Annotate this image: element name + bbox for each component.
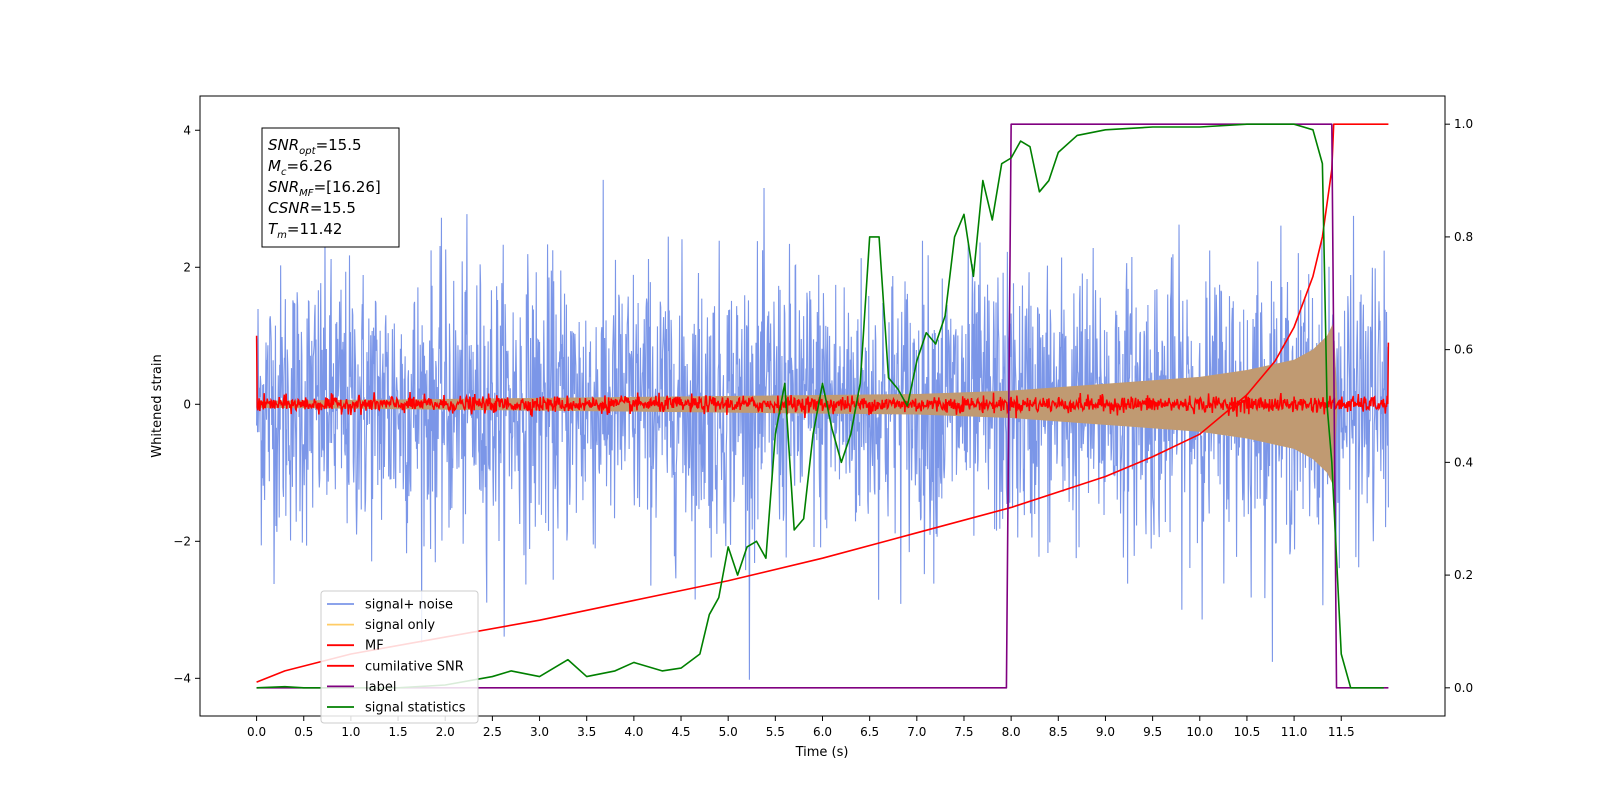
x-axis: 0.0 0.5 1.0 1.5 2.0 2.5 3.0 3.5 4.0 4.5 5.0 5.5 6.0 6… (247, 716, 1355, 739)
annotation-line: Mc=6.26 (268, 157, 332, 178)
legend-label-signal-only: signal only (365, 618, 435, 633)
legend-label-signal-noise: signal+ noise (365, 598, 453, 613)
x-tick-label: 9.5 (1143, 725, 1162, 739)
x-tick-label: 4.5 (671, 725, 690, 739)
y2-tick-label: 1.0 (1454, 117, 1473, 131)
x-tick-label: 5.5 (766, 725, 785, 739)
legend-label-mf: MF (365, 639, 384, 654)
x-axis-label: Time (s) (795, 745, 849, 760)
annotation-line: SNRopt=15.5 (268, 136, 362, 157)
y2-tick-label: 0.4 (1454, 455, 1473, 469)
x-tick-label: 10.5 (1234, 725, 1261, 739)
series-cumilative-snr (256, 123, 1389, 683)
x-tick-label: 10.0 (1186, 725, 1213, 739)
x-tick-label: 9.0 (1096, 725, 1115, 739)
annotation-line: Tm=11.42 (268, 220, 342, 241)
x-tick-label: 7.5 (954, 725, 973, 739)
x-tick-label: 5.0 (719, 725, 738, 739)
annotation-line: SNRMF=[16.26] (268, 178, 381, 199)
y2-tick-label: 0.2 (1454, 568, 1473, 582)
x-tick-label: 4.0 (624, 725, 643, 739)
x-tick-label: 7.0 (907, 725, 926, 739)
series-layer (255, 123, 1390, 689)
y2-tick-label: 0.0 (1454, 681, 1473, 695)
annotation-line: CSNR=15.5 (268, 199, 356, 217)
y-tick-label: 2 (183, 260, 191, 274)
series-label (256, 123, 1389, 689)
series-signal-statistics (256, 123, 1384, 689)
x-tick-label: 8.0 (1002, 725, 1021, 739)
y2-tick-label: 0.6 (1454, 343, 1473, 357)
legend-label-cumilative-snr: cumilative SNR (365, 659, 464, 674)
y-axis-left: 4 2 0 −2 −4 (173, 123, 200, 685)
x-tick-label: 1.5 (389, 725, 408, 739)
legend-label-label: label (365, 680, 396, 695)
annotation-box: SNRopt=15.5Mc=6.26SNRMF=[16.26]CSNR=15.5… (261, 127, 400, 248)
series-mf (255, 335, 1390, 419)
x-tick-label: 3.0 (530, 725, 549, 739)
y-axis-label: Whitened strain (150, 354, 165, 457)
y-tick-label: 4 (183, 123, 191, 137)
x-tick-label: 3.5 (577, 725, 596, 739)
x-tick-label: 11.5 (1328, 725, 1355, 739)
x-tick-label: 8.5 (1049, 725, 1068, 739)
x-tick-label: 0.0 (247, 725, 266, 739)
x-tick-label: 6.0 (813, 725, 832, 739)
x-tick-label: 6.5 (860, 725, 879, 739)
y-tick-label: −2 (173, 534, 191, 548)
x-tick-label: 11.0 (1281, 725, 1308, 739)
legend-label-signal-statistics: signal statistics (365, 701, 466, 716)
legend: signal+ noise signal only MF cumilative SNR… (320, 590, 479, 724)
y-tick-label: −4 (173, 671, 191, 685)
x-tick-label: 0.5 (294, 725, 313, 739)
y-tick-label: 0 (183, 397, 191, 411)
x-tick-label: 2.5 (483, 725, 502, 739)
x-tick-label: 2.0 (436, 725, 455, 739)
y-axis-right: 1.0 0.8 0.6 0.4 0.2 0.0 (1445, 117, 1473, 695)
y2-tick-label: 0.8 (1454, 230, 1473, 244)
x-tick-label: 1.0 (341, 725, 360, 739)
